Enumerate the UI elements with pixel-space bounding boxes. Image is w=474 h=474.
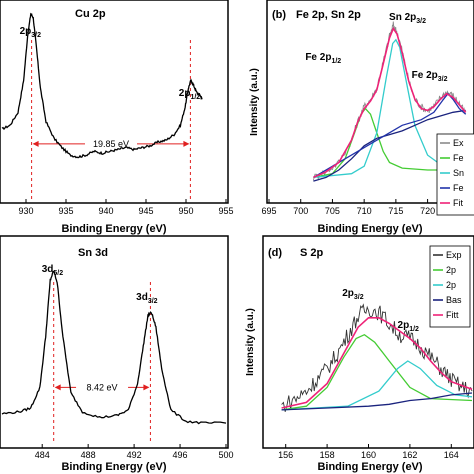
x-tick-label: 720 — [420, 206, 435, 216]
x-tick-label: 164 — [444, 450, 459, 460]
x-tick-label: 492 — [127, 450, 142, 460]
legend-label: 2p — [446, 280, 456, 290]
x-tick-label: 162 — [402, 450, 417, 460]
splitting-label: 8.42 eV — [87, 382, 118, 392]
series-line-fe-2p3-2-component — [313, 92, 467, 178]
series-line-experimental — [281, 303, 473, 412]
y-axis-label: Intensity (a.u.) — [245, 308, 256, 376]
legend-label: Fe — [453, 183, 464, 193]
legend-label: Sn — [453, 168, 464, 178]
x-tick-label: 715 — [388, 206, 403, 216]
legend-label: Fit — [453, 198, 463, 208]
series-line-baseline — [281, 392, 473, 411]
x-tick-label: 496 — [173, 450, 188, 460]
chart-title: Sn 3d — [78, 247, 108, 259]
panel-letter: (b) — [272, 9, 286, 21]
series-line-2p3-2-component — [281, 333, 473, 411]
panel-letter: (d) — [268, 247, 282, 259]
legend-label: Fe — [453, 153, 464, 163]
series-line — [1, 12, 203, 159]
arrow-head — [183, 140, 190, 147]
splitting-label: 19.85 eV — [93, 139, 129, 149]
x-axis-label: Binding Energy (eV) — [61, 223, 166, 235]
arrow-head — [143, 384, 150, 391]
legend-box — [436, 133, 474, 216]
series-line-fit — [313, 26, 467, 179]
x-tick-label: 940 — [98, 206, 113, 216]
x-tick-label: 500 — [218, 450, 233, 460]
x-tick-label: 484 — [35, 450, 50, 460]
x-tick-label: 705 — [325, 206, 340, 216]
x-tick-label: 945 — [138, 206, 153, 216]
series-line-baseline — [313, 109, 466, 182]
legend-label: Bas — [446, 295, 462, 305]
legend-label: Ex — [453, 138, 464, 148]
chart-title: Cu 2p — [75, 8, 106, 20]
x-axis-label: Binding Energy (eV) — [317, 461, 422, 473]
x-tick-label: 156 — [278, 450, 293, 460]
legend-box — [429, 245, 471, 328]
arrow-head — [32, 140, 39, 147]
panel-cu-2p: Cu 2p 930 935 940 945 950 955 Binding Energy … — [0, 0, 234, 235]
chart-title: Fe 2p, Sn 2p — [296, 9, 361, 21]
x-tick-label: 695 — [261, 206, 276, 216]
legend-label: 2p — [446, 265, 456, 275]
x-tick-label: 700 — [293, 206, 308, 216]
x-tick-label: 930 — [18, 206, 33, 216]
x-axis-label: Binding Energy (eV) — [317, 223, 422, 235]
x-tick-label: 160 — [361, 450, 376, 460]
series-line-sn-2p3-2-component — [313, 38, 466, 179]
chart-title: S 2p — [300, 247, 324, 259]
x-tick-label: 935 — [58, 206, 73, 216]
series-line — [1, 270, 227, 425]
legend-label: Exp — [446, 250, 462, 260]
panel-s-2p: (d) S 2p Intensity (a.u.) 156 158 160 162 16… — [245, 235, 474, 473]
panel-fe-sn-2p: (b) Fe 2p, Sn 2p Intensity (a.u.) 695 700… — [249, 0, 474, 235]
x-tick-label: 950 — [178, 206, 193, 216]
x-tick-label: 955 — [218, 206, 233, 216]
x-axis-label: Binding Energy (eV) — [61, 461, 166, 473]
x-tick-label: 488 — [81, 450, 96, 460]
y-axis-label: Intensity (a.u.) — [249, 68, 260, 136]
series-line-2p1-2-component — [281, 360, 473, 411]
x-tick-label: 158 — [320, 450, 335, 460]
arrow-head — [54, 384, 61, 391]
x-tick-label: 710 — [357, 206, 372, 216]
legend-label: Fitt — [446, 310, 459, 320]
series-line-fit — [281, 317, 473, 409]
panel-sn-3d: Sn 3d 484 488 492 496 500 Binding Energy (eV… — [0, 235, 234, 473]
